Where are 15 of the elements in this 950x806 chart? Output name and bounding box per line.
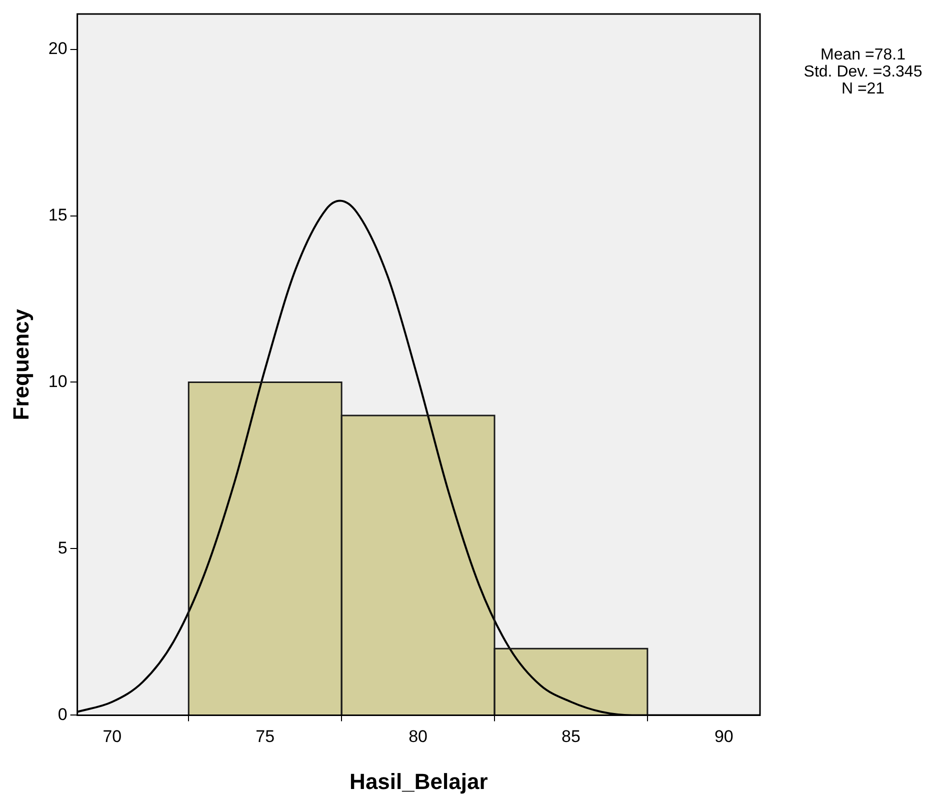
x-tick-label: 90 xyxy=(714,727,734,746)
y-tick-label: 10 xyxy=(48,372,68,391)
y-tick-label: 15 xyxy=(48,205,68,224)
x-tick-label: 75 xyxy=(256,727,275,746)
text: Std. Dev. =3.345 xyxy=(804,63,922,80)
text: Mean =78.1 xyxy=(820,46,906,64)
y-tick-label: 20 xyxy=(48,38,68,58)
x-tick-label: 80 xyxy=(408,727,428,746)
x-tick-label: 85 xyxy=(562,727,580,746)
text: N =21 xyxy=(841,80,885,98)
y-axis-title: Frequency xyxy=(8,308,34,420)
y-tick-label: 5 xyxy=(58,538,68,558)
y-tick-label: 0 xyxy=(58,704,68,724)
x-axis-title: Hasil_Belajar xyxy=(350,768,488,794)
x-tick-label: 70 xyxy=(102,727,122,746)
